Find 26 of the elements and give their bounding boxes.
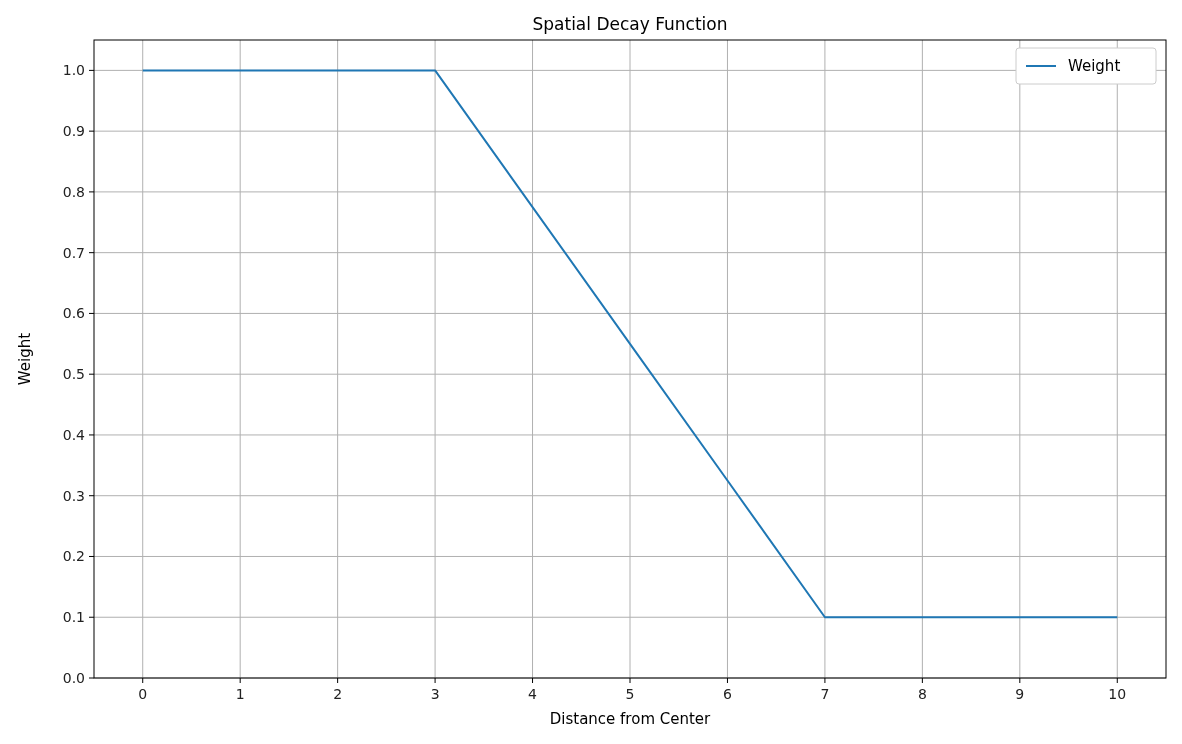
y-tick-label: 0.2 <box>62 548 85 565</box>
y-tick-label: 0.5 <box>62 366 85 383</box>
y-tick-label: 1.0 <box>62 62 85 79</box>
x-tick-label: 10 <box>1108 686 1127 702</box>
x-tick-label: 5 <box>625 686 635 702</box>
x-tick-label: 1 <box>235 686 245 702</box>
y-tick-label: 0.3 <box>62 487 85 504</box>
x-tick-label: 0 <box>138 686 148 702</box>
y-tick-label: 0.4 <box>62 426 86 443</box>
y-axis-title: Weight <box>16 332 34 386</box>
y-tick-label: 0.9 <box>62 123 85 140</box>
y-tick-label: 0.6 <box>62 305 86 322</box>
y-tick-label: 0.0 <box>62 669 85 686</box>
x-tick-label: 4 <box>528 686 538 702</box>
y-tick-label: 0.1 <box>62 609 85 626</box>
legend-label: Weight <box>1068 57 1121 76</box>
x-tick-label: 3 <box>430 686 440 702</box>
chart-title: Spatial Decay Function <box>532 14 728 34</box>
x-tick-label: 2 <box>333 686 343 702</box>
x-tick-label: 8 <box>917 686 927 702</box>
y-tick-label: 0.8 <box>62 183 85 200</box>
x-tick-label: 7 <box>820 686 830 702</box>
y-tick-label: 0.7 <box>62 244 85 261</box>
x-tick-label: 9 <box>1015 686 1025 702</box>
x-axis-title: Distance from Center <box>549 710 712 728</box>
x-tick-label: 6 <box>722 686 732 702</box>
